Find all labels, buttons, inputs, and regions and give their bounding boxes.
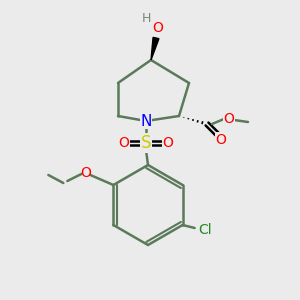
Text: S: S (141, 134, 151, 152)
Text: O: O (163, 136, 173, 150)
Text: O: O (118, 136, 129, 150)
Text: O: O (224, 112, 234, 126)
Text: N: N (140, 113, 152, 128)
Text: O: O (153, 21, 164, 35)
Polygon shape (151, 37, 159, 60)
Text: Cl: Cl (198, 223, 212, 237)
Text: O: O (216, 133, 226, 147)
Text: O: O (80, 166, 91, 180)
Text: H: H (141, 11, 151, 25)
